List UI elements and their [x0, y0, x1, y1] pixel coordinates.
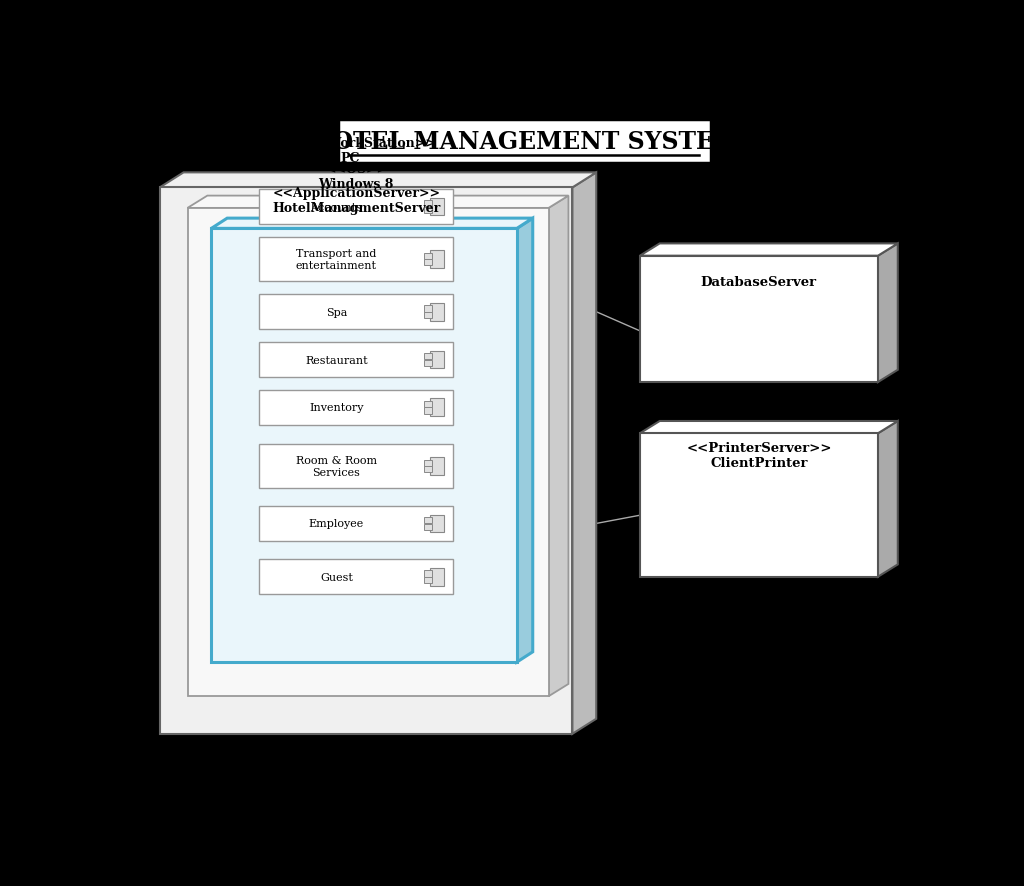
FancyBboxPatch shape — [430, 351, 443, 369]
Text: <<OS>>
Windows 8: <<OS>> Windows 8 — [318, 163, 394, 190]
Text: HOTEL MANAGEMENT SYSTEM: HOTEL MANAGEMENT SYSTEM — [309, 130, 740, 154]
Text: Transport and
entertainment: Transport and entertainment — [296, 249, 377, 270]
Polygon shape — [549, 197, 568, 696]
FancyBboxPatch shape — [430, 399, 443, 416]
Polygon shape — [878, 422, 898, 577]
FancyBboxPatch shape — [187, 208, 549, 696]
FancyBboxPatch shape — [430, 515, 443, 532]
FancyBboxPatch shape — [259, 445, 454, 489]
Text: Employee: Employee — [308, 519, 364, 529]
Polygon shape — [517, 219, 532, 663]
FancyBboxPatch shape — [211, 229, 517, 663]
FancyBboxPatch shape — [424, 408, 432, 414]
Polygon shape — [160, 173, 596, 188]
Text: Inventory: Inventory — [309, 403, 364, 413]
Text: Restaurant: Restaurant — [305, 355, 368, 365]
FancyBboxPatch shape — [259, 190, 454, 225]
FancyBboxPatch shape — [640, 256, 878, 383]
FancyBboxPatch shape — [424, 354, 432, 360]
Text: <<PrinterServer>>
ClientPrinter: <<PrinterServer>> ClientPrinter — [686, 441, 831, 470]
FancyBboxPatch shape — [424, 201, 432, 207]
Polygon shape — [640, 245, 898, 256]
Polygon shape — [572, 173, 596, 734]
Text: Room & Room
Services: Room & Room Services — [296, 455, 377, 478]
FancyBboxPatch shape — [424, 577, 432, 583]
Polygon shape — [187, 197, 568, 208]
FancyBboxPatch shape — [259, 559, 454, 595]
Polygon shape — [878, 245, 898, 383]
FancyBboxPatch shape — [259, 295, 454, 330]
Text: Spa: Spa — [326, 307, 347, 317]
FancyBboxPatch shape — [338, 120, 712, 164]
FancyBboxPatch shape — [430, 568, 443, 586]
FancyBboxPatch shape — [424, 306, 432, 312]
FancyBboxPatch shape — [424, 253, 432, 260]
FancyBboxPatch shape — [259, 237, 454, 282]
FancyBboxPatch shape — [424, 361, 432, 367]
FancyBboxPatch shape — [160, 188, 572, 734]
FancyBboxPatch shape — [430, 251, 443, 268]
FancyBboxPatch shape — [424, 517, 432, 524]
Polygon shape — [640, 422, 898, 434]
FancyBboxPatch shape — [430, 458, 443, 476]
FancyBboxPatch shape — [424, 571, 432, 577]
FancyBboxPatch shape — [640, 434, 878, 577]
Text: <<ClientWorkStation>>
PC: <<ClientWorkStation>> PC — [264, 137, 436, 165]
Text: <<ApplicationServer>>
HotelManagmentServer: <<ApplicationServer>> HotelManagmentServ… — [272, 187, 440, 214]
FancyBboxPatch shape — [259, 390, 454, 425]
Polygon shape — [211, 219, 532, 229]
FancyBboxPatch shape — [424, 524, 432, 530]
FancyBboxPatch shape — [259, 506, 454, 541]
Text: Accounts: Accounts — [310, 202, 362, 213]
FancyBboxPatch shape — [424, 207, 432, 214]
FancyBboxPatch shape — [424, 313, 432, 319]
FancyBboxPatch shape — [430, 198, 443, 216]
Text: Guest: Guest — [319, 572, 352, 582]
FancyBboxPatch shape — [424, 401, 432, 408]
FancyBboxPatch shape — [259, 342, 454, 377]
FancyBboxPatch shape — [430, 304, 443, 322]
Text: DatabaseServer: DatabaseServer — [700, 276, 817, 289]
FancyBboxPatch shape — [424, 260, 432, 266]
FancyBboxPatch shape — [424, 460, 432, 466]
FancyBboxPatch shape — [424, 467, 432, 473]
